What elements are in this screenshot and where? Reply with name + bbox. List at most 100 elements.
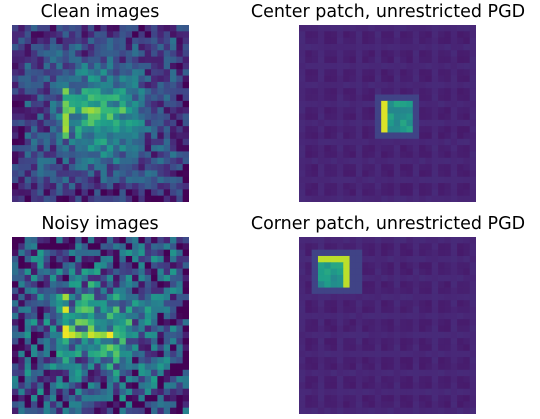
heatmap-cell	[151, 151, 158, 159]
heatmap-cell	[336, 338, 344, 345]
heatmap-cell	[393, 325, 401, 333]
heatmap-cell	[305, 31, 313, 39]
heatmap-cell	[157, 293, 165, 301]
heatmap-cell	[176, 56, 184, 64]
heatmap-cell	[406, 312, 414, 320]
heatmap-cell	[125, 100, 133, 108]
heatmap-cell	[182, 262, 189, 270]
heatmap-cell	[56, 306, 63, 314]
heatmap-cell	[305, 281, 313, 288]
heatmap-cell	[457, 319, 464, 326]
heatmap-cell	[75, 56, 82, 64]
heatmap-cell	[87, 388, 95, 396]
heatmap-cell	[157, 37, 165, 45]
heatmap-cell	[106, 281, 114, 288]
heatmap-cell	[425, 357, 433, 364]
heatmap-cell	[119, 170, 127, 178]
heatmap-cell	[330, 107, 338, 114]
heatmap-cell	[336, 164, 344, 171]
heatmap-cell	[393, 81, 401, 89]
heatmap-cell	[56, 107, 63, 114]
heatmap-cell	[37, 138, 45, 146]
heatmap-cell	[138, 255, 146, 263]
heatmap-cell	[56, 157, 63, 165]
heatmap-cell	[12, 88, 19, 95]
heatmap-cell	[176, 401, 184, 409]
heatmap-cell	[305, 170, 313, 178]
heatmap-cell	[132, 382, 139, 390]
heatmap-cell	[157, 331, 165, 339]
heatmap-cell	[182, 94, 189, 102]
heatmap-cell	[151, 382, 158, 390]
heatmap-cell	[144, 43, 152, 51]
heatmap-cell	[163, 382, 171, 390]
heatmap-cell	[317, 37, 325, 45]
heatmap-cell	[431, 306, 439, 314]
heatmap-cell	[62, 119, 70, 127]
heatmap-cell	[299, 113, 306, 121]
heatmap-cell	[24, 249, 32, 257]
heatmap-cell	[100, 287, 108, 295]
heatmap-cell	[182, 37, 189, 45]
heatmap-cell	[438, 274, 445, 282]
heatmap-cell	[113, 107, 120, 114]
heatmap-cell	[119, 176, 127, 184]
heatmap-cell	[94, 25, 101, 32]
heatmap-cell	[138, 319, 146, 326]
heatmap-cell	[469, 363, 476, 371]
heatmap-cell	[387, 132, 395, 140]
heatmap-cell	[425, 382, 433, 390]
heatmap-cell	[330, 369, 338, 377]
heatmap-cell	[419, 94, 426, 102]
heatmap-cell	[299, 31, 306, 39]
heatmap-cell	[457, 69, 464, 76]
heatmap-cell	[182, 350, 189, 358]
heatmap-cell	[387, 37, 395, 45]
heatmap-cell	[343, 75, 350, 83]
heatmap-cell	[12, 274, 19, 282]
heatmap-cell	[68, 69, 76, 76]
heatmap-cell	[94, 268, 101, 276]
heatmap-cell	[30, 255, 38, 263]
heatmap-cell	[444, 287, 452, 295]
heatmap-cell	[176, 25, 184, 32]
heatmap-cell	[299, 357, 306, 364]
heatmap-cell	[87, 195, 95, 202]
heatmap-cell	[444, 151, 452, 159]
heatmap-cell	[387, 306, 395, 314]
heatmap-cell	[100, 363, 108, 371]
heatmap-cell	[30, 56, 38, 64]
heatmap-cell	[170, 31, 177, 39]
heatmap-cell	[336, 319, 344, 326]
heatmap-cell	[419, 62, 426, 70]
heatmap-cell	[463, 132, 471, 140]
heatmap-cell	[100, 331, 108, 339]
heatmap-cell	[362, 37, 369, 45]
heatmap-cell	[144, 249, 152, 257]
heatmap-cell	[100, 281, 108, 288]
heatmap-cell	[419, 157, 426, 165]
heatmap-cell	[163, 25, 171, 32]
heatmap-cell	[374, 81, 382, 89]
heatmap-cell	[343, 176, 350, 184]
heatmap-cell	[182, 306, 189, 314]
heatmap-cell	[151, 189, 158, 197]
heatmap-cell	[374, 176, 382, 184]
heatmap-cell	[463, 255, 471, 263]
heatmap-cell	[182, 243, 189, 251]
heatmap-cell	[176, 113, 184, 121]
heatmap-cell	[12, 138, 19, 146]
heatmap-cell	[157, 195, 165, 202]
heatmap-cell	[157, 407, 165, 414]
heatmap-cell	[30, 401, 38, 409]
heatmap-cell	[349, 300, 357, 307]
heatmap-cell	[18, 363, 26, 371]
heatmap-cell	[450, 388, 458, 396]
heatmap-cell	[49, 293, 57, 301]
heatmap-cell	[374, 268, 382, 276]
heatmap-cell	[381, 331, 388, 339]
heatmap-cell	[381, 357, 388, 364]
heatmap-cell	[100, 75, 108, 83]
heatmap-cell	[419, 401, 426, 409]
heatmap-cell	[324, 189, 332, 197]
